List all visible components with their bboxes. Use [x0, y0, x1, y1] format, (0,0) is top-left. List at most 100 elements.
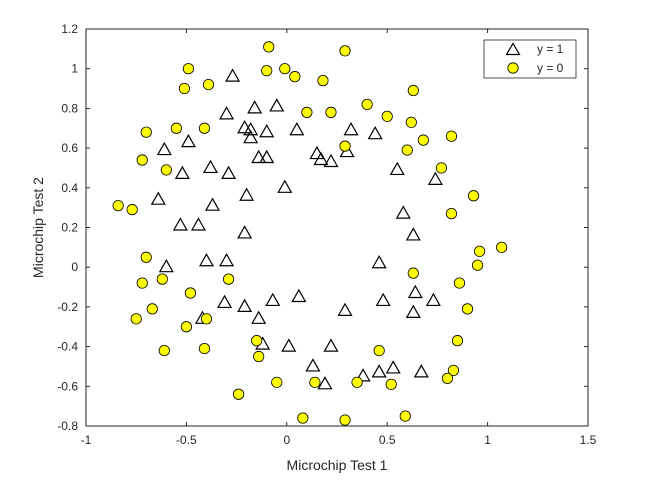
point-y0-circle [178, 82, 190, 95]
point-y0-circle [261, 65, 273, 77]
point-y0-circle [198, 122, 211, 134]
point-y1-triangle [190, 217, 206, 231]
x-tick-label: 1.5 [580, 433, 597, 447]
point-y1-triangle [371, 364, 387, 378]
y-tick-label: -0.2 [57, 300, 78, 314]
point-y1-triangle [174, 165, 190, 180]
legend-box [483, 39, 577, 79]
point-y1-triangle [425, 292, 441, 307]
point-y0-circle [351, 376, 363, 388]
point-y0-circle [271, 376, 283, 388]
point-y0-circle [182, 63, 195, 75]
legend: y = 1 y = 0 [483, 39, 577, 79]
point-y0-circle [401, 144, 413, 156]
point-y1-triangle [219, 106, 235, 120]
x-tick-label: -0.5 [176, 433, 197, 447]
y-tick-label: 0 [71, 260, 78, 274]
point-y0-circle [496, 241, 508, 253]
point-y0-circle [297, 412, 309, 424]
point-y1-triangle [355, 368, 371, 382]
point-y0-circle [445, 130, 458, 142]
plot-area [86, 29, 588, 426]
point-y1-triangle [243, 129, 259, 144]
point-y1-triangle [237, 225, 253, 239]
point-y0-circle [146, 303, 158, 315]
point-y0-circle [471, 259, 484, 271]
legend-label-y1: y = 1 [537, 42, 564, 56]
point-y0-circle [399, 410, 411, 422]
point-y1-triangle [198, 253, 215, 267]
point-y0-circle [136, 277, 148, 289]
legend-marker-circle [507, 62, 519, 74]
point-y1-triangle [265, 292, 281, 307]
point-y0-circle [263, 41, 275, 53]
point-y1-triangle [323, 338, 339, 352]
point-y0-circle [158, 344, 170, 357]
point-y1-triangle [371, 255, 387, 269]
point-y0-circle [140, 251, 152, 263]
point-y0-circle [405, 116, 417, 128]
point-y0-circle [251, 335, 263, 347]
point-y1-triangle [389, 161, 405, 176]
point-y0-circle [461, 303, 474, 315]
point-y0-circle [445, 208, 458, 220]
y-tick-label: 1.2 [61, 22, 78, 36]
point-y1-triangle [221, 165, 237, 180]
point-y0-circle [441, 372, 454, 384]
point-y1-triangle [317, 376, 333, 390]
point-y0-circle [289, 71, 301, 83]
point-y1-triangle [172, 217, 188, 231]
y-tick-label: 1 [71, 62, 78, 76]
point-y0-circle [317, 75, 329, 87]
ticks-layer: -1 -0.5 0 0.5 1 1.5 -0.8 -0.6 -0.4 -0.2 0 0.2 0.4 0.6… [57, 22, 596, 447]
point-y1-triangle [413, 364, 429, 378]
point-y0-circle [407, 84, 419, 97]
point-y0-circle [198, 342, 211, 355]
point-y1-triangle [395, 205, 411, 219]
y-tick-label: -0.4 [57, 340, 78, 354]
point-y1-triangle [405, 227, 421, 241]
point-y1-triangle [277, 179, 293, 193]
point-y1-triangle [225, 68, 241, 82]
point-y1-triangle [269, 98, 285, 112]
y-tick-label: -0.6 [57, 379, 78, 393]
point-y1-triangle [239, 187, 255, 201]
point-y0-circle [180, 321, 192, 333]
point-y0-circle [339, 140, 351, 152]
point-y1-triangle [251, 310, 267, 324]
point-y0-circle [473, 245, 486, 257]
point-y0-circle [381, 110, 393, 122]
point-y0-circle [339, 45, 351, 57]
point-y0-circle [136, 154, 148, 166]
point-y0-circle [130, 313, 142, 325]
legend-label-y0: y = 0 [537, 61, 564, 75]
y-tick-label: -0.8 [57, 419, 78, 433]
point-y1-triangle [202, 159, 219, 174]
point-y0-circle [435, 162, 448, 174]
point-y1-triangle [180, 133, 196, 148]
point-y1-triangle [243, 122, 259, 136]
point-y0-circle [184, 287, 197, 299]
point-y0-circle [309, 376, 321, 388]
point-y0-circle [451, 335, 464, 347]
point-y1-triangle [259, 124, 275, 138]
point-y0-circle [385, 378, 397, 390]
point-y0-circle [170, 122, 182, 134]
point-y1-triangle [367, 125, 383, 140]
point-y0-circle [253, 350, 265, 363]
y-tick-label: 0.2 [61, 221, 78, 235]
point-y1-triangle [251, 149, 267, 164]
legend-marker-triangle [505, 42, 521, 56]
point-y0-circle [467, 190, 480, 202]
point-y1-triangle [407, 284, 423, 299]
point-y0-circle [200, 313, 213, 325]
point-y1-triangle [150, 191, 166, 205]
point-y1-triangle [217, 294, 233, 309]
point-y1-triangle [281, 338, 297, 352]
point-y0-circle [407, 267, 419, 279]
x-tick-label: -1 [81, 433, 92, 447]
point-y1-triangle [204, 197, 221, 211]
point-y1-triangle [156, 141, 172, 156]
